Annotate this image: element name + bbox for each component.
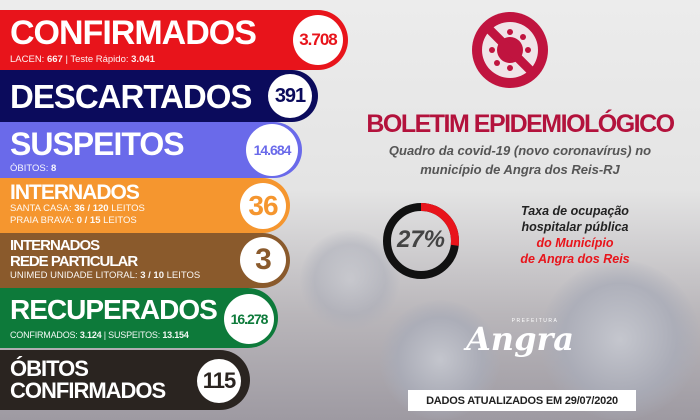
obitos-label-2: CONFIRMADOS (10, 378, 166, 403)
page-title: BOLETIM EPIDEMIOLÓGICO (366, 110, 675, 138)
recuperados-count: 16.278 (224, 294, 274, 344)
background-virus (300, 230, 400, 330)
obitos-count: 115 (197, 359, 241, 403)
suspeitos-obitos: ÓBITOS: 8 (10, 163, 57, 174)
descartados-bar: DESCARTADOS 391 (0, 70, 318, 122)
particular-count: 3 (240, 237, 286, 283)
donut-fill (383, 203, 459, 279)
confirmados-bar: CONFIRMADOS LACEN: 667 | Teste Rápido: 3… (0, 10, 348, 70)
recuperados-label: RECUPERADOS (10, 294, 218, 325)
confirmados-count: 3.708 (293, 15, 343, 65)
subtitle-line-2: município de Angra dos Reis-RJ (420, 162, 620, 177)
internados-praia-brava: PRAIA BRAVA: 0 / 15 LEITOS (10, 215, 137, 226)
updated-date: DADOS ATUALIZADOS EM 29/07/2020 (408, 390, 636, 411)
particular-bar: INTERNADOS REDE PARTICULAR UNIMED UNIDAD… (0, 233, 290, 288)
occupancy-percent: 27% (396, 226, 446, 253)
descartados-label: DESCARTADOS (10, 78, 252, 115)
suspeitos-bar: SUSPEITOS ÓBITOS: 8 14.684 (0, 122, 302, 178)
obitos-bar: ÓBITOS CONFIRMADOS 115 (0, 350, 250, 410)
particular-label-2: REDE PARTICULAR (10, 253, 138, 270)
suspeitos-label: SUSPEITOS (10, 126, 185, 162)
confirmados-breakdown: LACEN: 667 | Teste Rápido: 3.041 (10, 54, 155, 65)
internados-count: 36 (240, 183, 286, 229)
occupancy-donut (383, 203, 459, 279)
internados-label: INTERNADOS (10, 181, 140, 204)
occupancy-caption: Taxa de ocupação hospitalar pública do M… (520, 204, 630, 266)
angra-logo: PREFEITURA Angra (465, 318, 575, 358)
suspeitos-count: 14.684 (246, 124, 298, 176)
particular-unimed: UNIMED UNIDADE LITORAL: 3 / 10 LEITOS (10, 270, 201, 281)
descartados-count: 391 (268, 74, 312, 118)
internados-bar: INTERNADOS SANTA CASA: 36 / 120 LEITOS P… (0, 178, 290, 233)
obitos-label-1: ÓBITOS (10, 356, 89, 381)
internados-santa-casa: SANTA CASA: 36 / 120 LEITOS (10, 203, 145, 214)
confirmados-label: CONFIRMADOS (10, 14, 257, 52)
recuperados-breakdown: CONFIRMADOS: 3.124 | SUSPEITOS: 13.154 (10, 330, 189, 340)
particular-label-1: INTERNADOS (10, 237, 100, 254)
subtitle-line-1: Quadro da covid-19 (novo coronavírus) no (388, 143, 652, 158)
no-virus-icon (472, 12, 548, 88)
recuperados-bar: RECUPERADOS CONFIRMADOS: 3.124 | SUSPEIT… (0, 288, 278, 348)
